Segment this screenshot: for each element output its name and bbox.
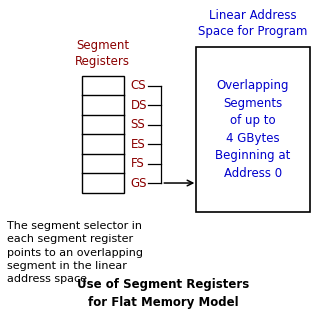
Bar bbox=[196, 47, 310, 212]
Text: Overlapping
Segments
of up to
4 GBytes
Beginning at
Address 0: Overlapping Segments of up to 4 GBytes B… bbox=[215, 79, 290, 180]
Text: Use of Segment Registers
for Flat Memory Model: Use of Segment Registers for Flat Memory… bbox=[77, 278, 249, 309]
Text: DS: DS bbox=[130, 99, 147, 112]
Bar bbox=[82, 76, 124, 193]
Text: ES: ES bbox=[130, 137, 145, 150]
Text: Segment
Registers: Segment Registers bbox=[75, 39, 130, 68]
Text: GS: GS bbox=[130, 177, 147, 190]
Text: Linear Address
Space for Program: Linear Address Space for Program bbox=[198, 9, 307, 38]
Text: SS: SS bbox=[130, 118, 145, 131]
Text: FS: FS bbox=[130, 157, 144, 170]
Text: CS: CS bbox=[130, 79, 146, 92]
Text: The segment selector in
each segment register
points to an overlapping
segment i: The segment selector in each segment reg… bbox=[7, 221, 142, 284]
